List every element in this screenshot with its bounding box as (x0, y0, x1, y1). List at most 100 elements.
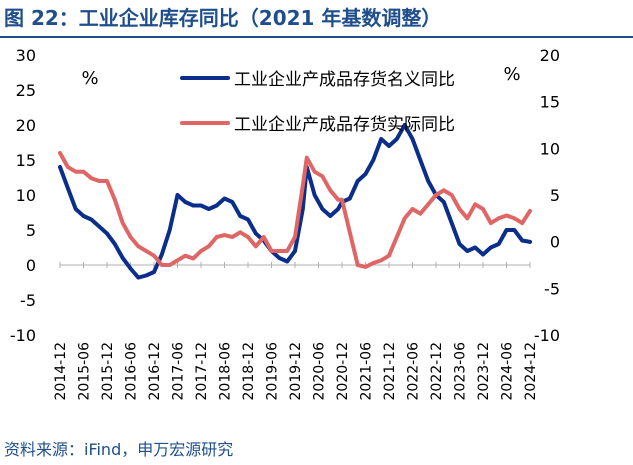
series-2-point (496, 216, 501, 221)
series-2-point (214, 235, 219, 239)
series-2-point (387, 253, 391, 258)
right-tick-label: 20 (540, 46, 560, 65)
x-tick-label: 2023-06 (453, 342, 469, 401)
series-1-point (238, 214, 242, 218)
series-2-point (246, 235, 250, 239)
legend-label-2: 工业企业产成品存货实际同比 (234, 115, 455, 135)
series-1-point (473, 245, 478, 250)
series-1-point (66, 186, 70, 190)
series-2-point (89, 176, 94, 180)
left-unit-label: % (81, 68, 98, 89)
x-tick-label: 2022-12 (429, 342, 445, 401)
series-1-point (128, 266, 133, 271)
series-2-point (481, 207, 485, 211)
legend-label-1: 工业企业产成品存货名义同比 (234, 70, 455, 90)
x-tick-label: 2021-06 (359, 342, 375, 401)
series-1-point (410, 137, 415, 141)
series-2-point (418, 211, 423, 216)
left-tick-label: -10 (10, 326, 36, 345)
series-1-point (144, 273, 148, 278)
series-2-point (238, 230, 242, 235)
series-1-point (312, 193, 317, 197)
series-2-point (336, 197, 340, 202)
series-1-point (285, 259, 290, 264)
series-1-point (167, 228, 172, 232)
series-1-point (136, 275, 141, 280)
series-1-point (336, 207, 340, 211)
x-tick-label: 2016-12 (147, 342, 163, 401)
series-1-point (489, 245, 493, 250)
series-2-point (473, 202, 478, 207)
series-1-point (105, 231, 109, 236)
left-tick-label: 10 (16, 186, 36, 205)
series-1-point (418, 158, 423, 162)
series-1-point (120, 256, 125, 260)
series-1-point (191, 203, 195, 208)
series-1-point (175, 193, 180, 197)
series-2-point (58, 151, 62, 155)
x-tick-label: 2016-06 (124, 342, 140, 401)
left-tick-label: 0 (26, 256, 36, 275)
series-2-point (355, 263, 360, 267)
series-1-point (199, 203, 203, 208)
series-line-1 (58, 123, 532, 280)
series-1-point (301, 207, 305, 211)
series-1-point (379, 137, 384, 141)
series-1-point (387, 144, 391, 148)
x-tick-label: 2019-06 (265, 342, 281, 401)
series-2-point (442, 188, 446, 193)
series-2-point (301, 183, 305, 188)
x-tick-label: 2019-12 (288, 342, 304, 401)
left-tick-label: 25 (16, 81, 36, 100)
x-tick-label: 2020-12 (335, 342, 351, 401)
series-1-point (113, 242, 117, 246)
series-2-point (113, 197, 117, 202)
series-2-point (528, 209, 532, 213)
x-tick-label: 2024-06 (500, 342, 516, 401)
x-tick-label: 2014-12 (53, 342, 69, 401)
series-2-point (167, 263, 172, 267)
left-tick-label: 15 (16, 151, 36, 170)
series-1-point (97, 224, 101, 229)
series-1-point (277, 256, 282, 260)
series-2-point (261, 235, 266, 239)
series-2-point (363, 265, 368, 269)
series-1-point (449, 221, 454, 225)
series-1-point (230, 200, 235, 204)
series-2-point (504, 213, 509, 218)
series-2-point (348, 230, 352, 235)
series-1-point (293, 249, 297, 253)
figure-title: 图 22：工业企业库存同比（2021 年基数调整） (4, 6, 442, 30)
series-2-point (73, 169, 78, 174)
series-2-point (512, 216, 517, 221)
series-2-point (457, 207, 462, 211)
series-2-point (285, 249, 290, 253)
right-tick-label: -10 (534, 326, 560, 345)
series-2-point (136, 244, 141, 249)
series-2-point (320, 174, 325, 179)
series-2-point (340, 197, 344, 202)
series-1-point (246, 217, 250, 222)
series-2-point (120, 221, 125, 225)
x-tick-label: 2015-06 (77, 342, 93, 401)
source-note: 资料来源：iFind，申万宏源研究 (4, 440, 234, 459)
series-1-point (504, 228, 509, 232)
left-tick-label: 20 (16, 116, 36, 135)
series-2-point (449, 193, 454, 197)
series-2-point (371, 261, 376, 265)
series-2-point (207, 244, 211, 249)
x-tick-label: 2020-06 (312, 342, 328, 401)
series-2-point (312, 169, 317, 174)
x-tick-label: 2022-06 (406, 342, 422, 401)
series-1-point (528, 240, 532, 244)
x-tick-label: 2023-12 (476, 342, 492, 401)
series-1-point (512, 228, 517, 232)
series-2-point (222, 233, 227, 237)
series-2-point (199, 249, 203, 253)
series-2-point (175, 258, 180, 263)
series-2-point (183, 253, 188, 258)
series-2-point (426, 202, 431, 207)
x-tick-label: 2015-12 (100, 342, 116, 401)
left-tick-label: 5 (26, 221, 36, 240)
series-1-point (442, 200, 446, 204)
